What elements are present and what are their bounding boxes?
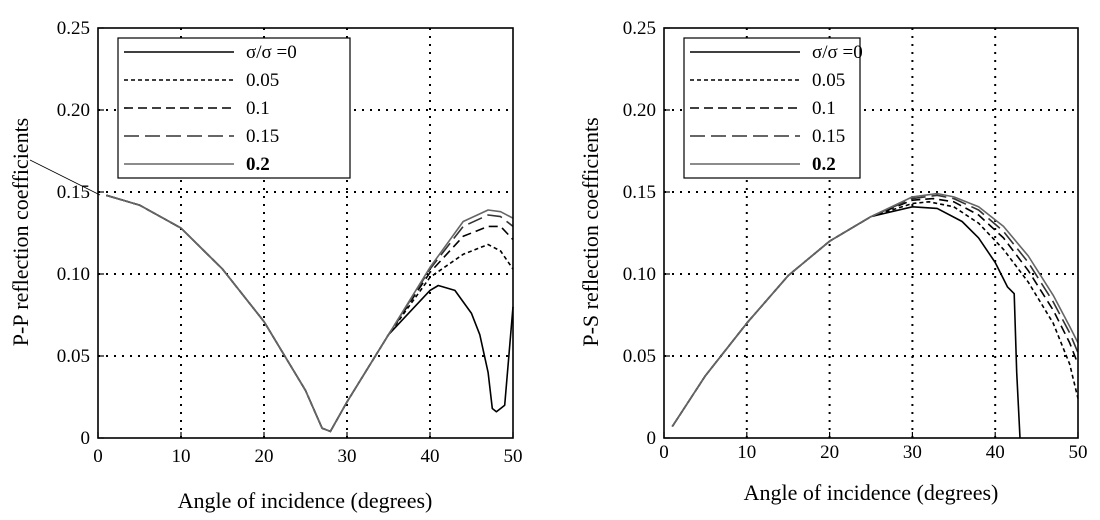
legend-label-2: 0.1: [812, 98, 836, 119]
grid-right: [664, 28, 1078, 438]
x-tick-label-10: 10: [172, 446, 191, 467]
legend-label-1: 0.05: [812, 70, 845, 91]
y-tick-label-0.15: 0.15: [623, 182, 656, 203]
x-axis-title-right: Angle of incidence (degrees): [744, 480, 999, 505]
x-axis-title-left: Angle of incidence (degrees): [178, 488, 433, 513]
y-tick-label-0: 0: [647, 428, 657, 449]
plot-frame-left: [97, 27, 514, 439]
legend-left: σ/σ =0 0.05 0.1 0.15 0.2: [117, 37, 351, 179]
x-tick-label-0: 0: [659, 442, 669, 463]
x-tick-label-20: 20: [820, 442, 839, 463]
legend-label-3: 0.15: [246, 126, 279, 147]
label-leader-line: [29, 159, 101, 196]
y-tick-label-0.05: 0.05: [623, 346, 656, 367]
y-tick-label-0.15: 0.15: [57, 182, 90, 203]
y-tick-label-0.20: 0.20: [623, 100, 656, 121]
chart-right: 0 10 20 30 40 50 0 0.05 0.10 0.15 0.20 0.25 Angle o…: [578, 18, 1088, 505]
legend-label-4: 0.2: [812, 154, 836, 175]
y-tick-label-0.10: 0.10: [623, 264, 656, 285]
y-axis-title-left: P-P reflection coefficients: [8, 118, 33, 346]
x-tick-label-40: 40: [421, 446, 440, 467]
x-tick-label-50: 50: [504, 446, 523, 467]
series-right: [671, 192, 1079, 439]
y-tick-label-0.25: 0.25: [57, 18, 90, 39]
grid-left: [98, 28, 513, 438]
legend-box: [683, 37, 861, 179]
y-tick-label-0: 0: [81, 428, 91, 449]
y-tick-label-0.25: 0.25: [623, 18, 656, 39]
chart-left: 0 10 20 30 40 50 0 0.05 0.10 0.15 0.20 0.25 Angle o…: [8, 18, 523, 513]
y-tick-label-0.05: 0.05: [57, 346, 90, 367]
ticks-right: 0 10 20 30 40 50 0 0.05 0.10 0.15 0.20 0.25: [623, 18, 1088, 463]
x-tick-label-40: 40: [986, 442, 1005, 463]
legend-label-4: 0.2: [246, 154, 270, 175]
series-line-4: [106, 194, 514, 433]
legend-label-0: σ/σ =0: [246, 42, 297, 63]
plot-frame-right: [663, 27, 1079, 439]
ticks-left: 0 10 20 30 40 50 0 0.05 0.10 0.15 0.20 0.25: [57, 18, 523, 467]
legend-label-1: 0.05: [246, 70, 279, 91]
series-left: [106, 194, 514, 433]
legend-right: σ/σ =0 0.05 0.1 0.15 0.2: [683, 37, 863, 179]
legend-label-3: 0.15: [812, 126, 845, 147]
x-tick-label-0: 0: [93, 446, 103, 467]
series-line-4: [671, 192, 1079, 427]
y-tick-label-0.10: 0.10: [57, 264, 90, 285]
x-tick-label-20: 20: [255, 446, 274, 467]
x-tick-label-30: 30: [338, 446, 357, 467]
y-axis-title-right: P-S reflection coefficients: [578, 117, 603, 346]
legend-label-0: σ/σ =0: [812, 42, 863, 63]
x-tick-label-10: 10: [737, 442, 756, 463]
y-tick-label-0.20: 0.20: [57, 100, 90, 121]
x-tick-label-50: 50: [1069, 442, 1088, 463]
x-tick-label-30: 30: [903, 442, 922, 463]
legend-label-2: 0.1: [246, 98, 270, 119]
